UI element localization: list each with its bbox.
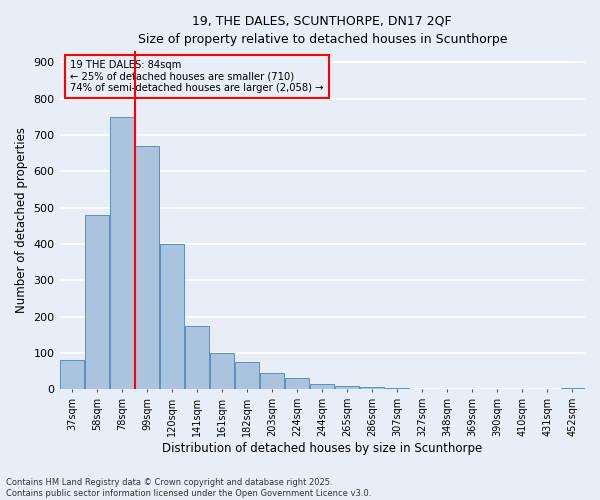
Bar — [436, 388, 459, 390]
Bar — [286, 378, 309, 390]
Bar — [361, 386, 384, 390]
Bar — [210, 353, 234, 390]
Text: Contains HM Land Registry data © Crown copyright and database right 2025.
Contai: Contains HM Land Registry data © Crown c… — [6, 478, 371, 498]
Bar — [560, 388, 584, 390]
X-axis label: Distribution of detached houses by size in Scunthorpe: Distribution of detached houses by size … — [162, 442, 482, 455]
Bar — [335, 386, 359, 390]
Bar — [410, 388, 434, 390]
Bar — [310, 384, 334, 390]
Bar — [385, 388, 409, 390]
Bar — [185, 326, 209, 390]
Bar — [260, 373, 284, 390]
Title: 19, THE DALES, SCUNTHORPE, DN17 2QF
Size of property relative to detached houses: 19, THE DALES, SCUNTHORPE, DN17 2QF Size… — [137, 15, 507, 46]
Bar — [235, 362, 259, 390]
Bar — [110, 117, 134, 390]
Text: 19 THE DALES: 84sqm
← 25% of detached houses are smaller (710)
74% of semi-detac: 19 THE DALES: 84sqm ← 25% of detached ho… — [70, 60, 323, 93]
Y-axis label: Number of detached properties: Number of detached properties — [15, 128, 28, 314]
Bar — [160, 244, 184, 390]
Bar — [85, 215, 109, 390]
Bar — [135, 146, 159, 390]
Bar — [60, 360, 84, 390]
